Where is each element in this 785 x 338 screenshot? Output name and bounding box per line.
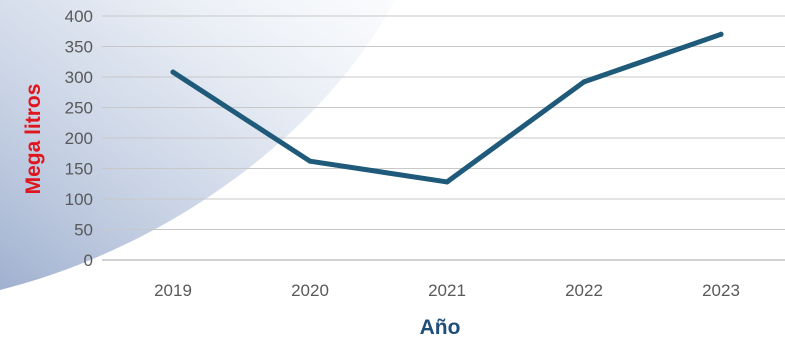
x-tick-label: 2019 — [154, 281, 192, 300]
data-point — [444, 179, 450, 185]
x-axis-title: Año — [420, 316, 461, 338]
data-point — [718, 31, 724, 37]
data-point — [581, 79, 587, 85]
y-tick-label: 400 — [65, 7, 93, 26]
y-tick-label: 350 — [65, 38, 93, 57]
x-tick-label: 2023 — [702, 281, 740, 300]
y-tick-label: 0 — [84, 251, 93, 270]
y-tick-label: 200 — [65, 129, 93, 148]
data-point — [170, 69, 176, 75]
y-axis-title: Mega litros — [22, 84, 45, 195]
y-tick-label: 50 — [74, 221, 93, 240]
data-point — [307, 158, 313, 164]
x-axis-ticks: 2019 2020 2021 2022 2023 — [154, 281, 740, 300]
y-tick-label: 100 — [65, 190, 93, 209]
x-tick-label: 2021 — [428, 281, 466, 300]
y-axis-ticks: 0 50 100 150 200 250 300 350 400 — [65, 7, 93, 270]
background-swoosh — [0, 0, 395, 290]
y-tick-label: 300 — [65, 68, 93, 87]
y-tick-label: 250 — [65, 99, 93, 118]
series-layer — [170, 31, 724, 185]
x-tick-label: 2020 — [291, 281, 329, 300]
y-tick-label: 150 — [65, 160, 93, 179]
x-tick-label: 2022 — [565, 281, 603, 300]
grid — [102, 15, 785, 261]
